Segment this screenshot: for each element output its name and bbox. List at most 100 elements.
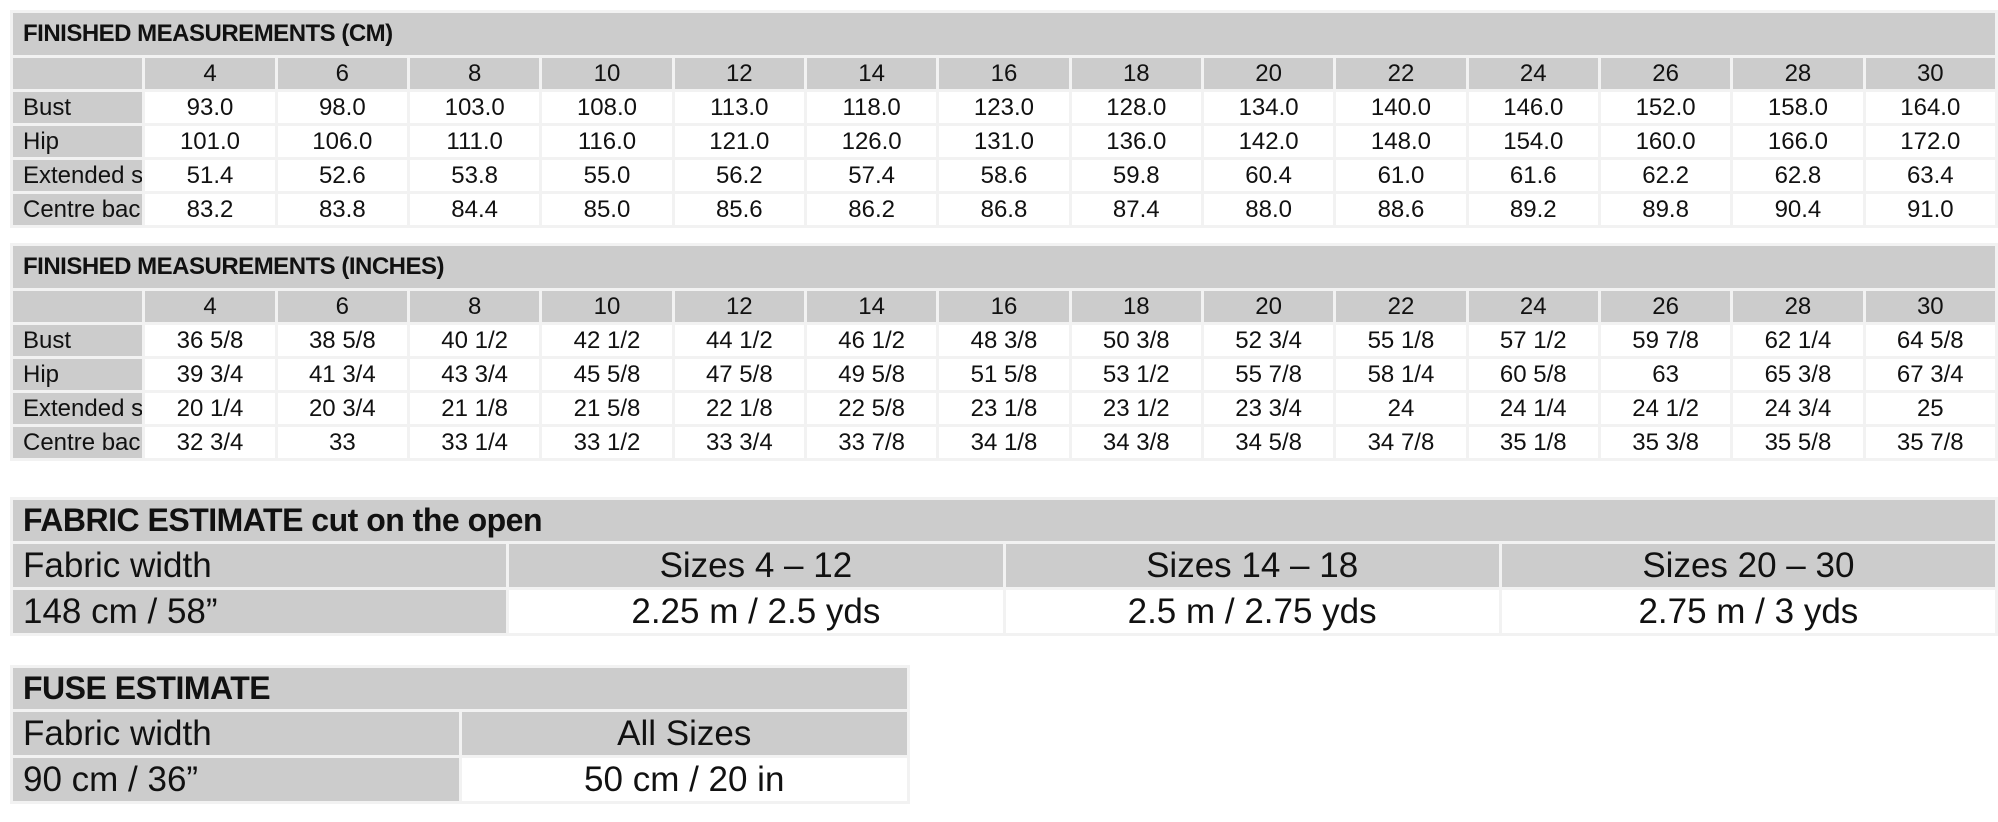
size-header-cell: 14 (803, 55, 940, 92)
measurement-cell: 34 5/8 (1200, 424, 1337, 461)
size-header-cell: 28 (1730, 288, 1866, 325)
size-header-row: 4 6 8 10 12 14 16 18 20 22 24 26 28 30 (9, 288, 1998, 325)
measurement-cell: 24 (1333, 390, 1469, 427)
measurement-cell: 93.0 (142, 89, 278, 126)
size-header-row: 4 6 8 10 12 14 16 18 20 22 24 26 28 30 (9, 55, 1998, 92)
measurement-cell: 47 5/8 (671, 356, 807, 393)
size-header-cell: 12 (671, 288, 807, 325)
measurement-cell: 22 5/8 (803, 390, 940, 427)
measurement-cell: 113.0 (671, 89, 807, 126)
measurement-cell: 49 5/8 (803, 356, 940, 393)
size-header-cell: 10 (539, 288, 675, 325)
size-header-cell: 28 (1730, 55, 1866, 92)
size-header-cell: 6 (274, 55, 410, 92)
measurement-cell: 61.0 (1333, 157, 1469, 194)
measurement-cell: 154.0 (1465, 123, 1601, 160)
measurement-cell: 23 1/2 (1068, 390, 1204, 427)
row-label: Extended shoulder breadth (9, 390, 146, 427)
measurement-cell: 33 7/8 (803, 424, 940, 461)
measurement-cell: 88.6 (1333, 191, 1469, 228)
measurement-cell: 172.0 (1862, 123, 1998, 160)
row-label: Bust (9, 322, 146, 359)
measurement-cell: 123.0 (936, 89, 1072, 126)
estimate-cell: 2.5 m / 2.75 yds (1002, 587, 1502, 636)
measurement-cell: 52.6 (274, 157, 410, 194)
row-label: Bust (9, 89, 146, 126)
fabric-width-value: 148 cm / 58” (9, 587, 510, 636)
measurement-cell: 57 1/2 (1465, 322, 1601, 359)
measurement-cell: 136.0 (1068, 123, 1204, 160)
measurement-cell: 84.4 (406, 191, 543, 228)
row-label: Hip (9, 356, 146, 393)
measurement-cell: 41 3/4 (274, 356, 410, 393)
size-range-header: Sizes 14 – 18 (1002, 541, 1502, 590)
measurement-cell: 35 7/8 (1862, 424, 1998, 461)
measurement-cell: 38 5/8 (274, 322, 410, 359)
estimate-row: 148 cm / 58” 2.25 m / 2.5 yds 2.5 m / 2.75… (9, 587, 1998, 636)
size-header-cell: 12 (671, 55, 807, 92)
measurement-cell: 85.0 (539, 191, 675, 228)
measurement-cell: 67 3/4 (1862, 356, 1998, 393)
measurement-cell: 56.2 (671, 157, 807, 194)
measurement-cell: 58.6 (936, 157, 1072, 194)
table-title: FINISHED MEASUREMENTS (INCHES) (10, 243, 1998, 291)
size-range-header: All Sizes (458, 709, 910, 758)
size-header-cell: 6 (274, 288, 410, 325)
size-header-cell: 24 (1465, 55, 1601, 92)
measurement-cell: 62.8 (1730, 157, 1866, 194)
estimate-cell: 2.25 m / 2.5 yds (506, 587, 1006, 636)
measurement-cell: 24 1/4 (1465, 390, 1601, 427)
size-header-cell: 22 (1333, 55, 1469, 92)
estimate-cell: 50 cm / 20 in (458, 755, 910, 804)
measurement-cell: 59.8 (1068, 157, 1204, 194)
measurement-cell: 64 5/8 (1862, 322, 1998, 359)
measurement-cell: 65 3/8 (1730, 356, 1866, 393)
measurement-cell: 90.4 (1730, 191, 1866, 228)
measurement-cell: 60 5/8 (1465, 356, 1601, 393)
measurement-cell: 86.8 (936, 191, 1072, 228)
measurement-cell: 55 7/8 (1200, 356, 1337, 393)
size-header-cell: 20 (1200, 55, 1337, 92)
measurement-cell: 87.4 (1068, 191, 1204, 228)
measurement-cell: 32 3/4 (142, 424, 278, 461)
size-header-cell: 26 (1597, 288, 1734, 325)
measurement-cell: 111.0 (406, 123, 543, 160)
measurement-cell: 57.4 (803, 157, 940, 194)
title-row: FINISHED MEASUREMENTS (CM) (10, 10, 1998, 58)
size-header-cell: 16 (936, 288, 1072, 325)
fuse-estimate-table: FUSE ESTIMATE Fabric width All Sizes 90 cm … (10, 665, 910, 804)
measurement-cell: 33 1/4 (406, 424, 543, 461)
size-range-header: Sizes 4 – 12 (506, 541, 1006, 590)
measurement-cell: 58 1/4 (1333, 356, 1469, 393)
measurement-cell: 103.0 (406, 89, 543, 126)
size-header-cell: 24 (1465, 288, 1601, 325)
measurement-cell: 50 3/8 (1068, 322, 1204, 359)
header-row: Fabric width Sizes 4 – 12 Sizes 14 – 18 Siz… (9, 541, 1998, 590)
fabric-estimate-table: FABRIC ESTIMATE cut on the open Fabric wi… (9, 497, 1998, 636)
measurement-cell: 131.0 (936, 123, 1072, 160)
size-header-cell: 8 (406, 288, 543, 325)
measurement-cell: 152.0 (1597, 89, 1734, 126)
measurement-cell: 88.0 (1200, 191, 1337, 228)
measurement-cell: 34 1/8 (936, 424, 1072, 461)
measurement-cell: 108.0 (539, 89, 675, 126)
measurement-cell: 62 1/4 (1730, 322, 1866, 359)
title-row: FINISHED MEASUREMENTS (INCHES) (10, 243, 1998, 291)
measurement-cell: 39 3/4 (142, 356, 278, 393)
measurement-cell: 116.0 (539, 123, 675, 160)
measurement-cell: 23 1/8 (936, 390, 1072, 427)
size-header-cell: 26 (1597, 55, 1734, 92)
measurement-cell: 126.0 (803, 123, 940, 160)
size-header-cell: 30 (1862, 288, 1998, 325)
measurement-cell: 33 1/2 (539, 424, 675, 461)
size-header-cell: 4 (142, 55, 278, 92)
estimate-row: 90 cm / 36” 50 cm / 20 in (10, 755, 910, 804)
measurement-cell: 148.0 (1333, 123, 1469, 160)
measurement-cell: 61.6 (1465, 157, 1601, 194)
table-row: Hip 39 3/4 41 3/4 43 3/4 45 5/8 47 5/8 49 5/8 5… (9, 356, 1998, 393)
table-title: FABRIC ESTIMATE cut on the open (10, 497, 1998, 544)
header-corner-cell (9, 288, 146, 325)
fabric-width-value: 90 cm / 36” (10, 755, 462, 804)
measurement-cell: 51 5/8 (936, 356, 1072, 393)
